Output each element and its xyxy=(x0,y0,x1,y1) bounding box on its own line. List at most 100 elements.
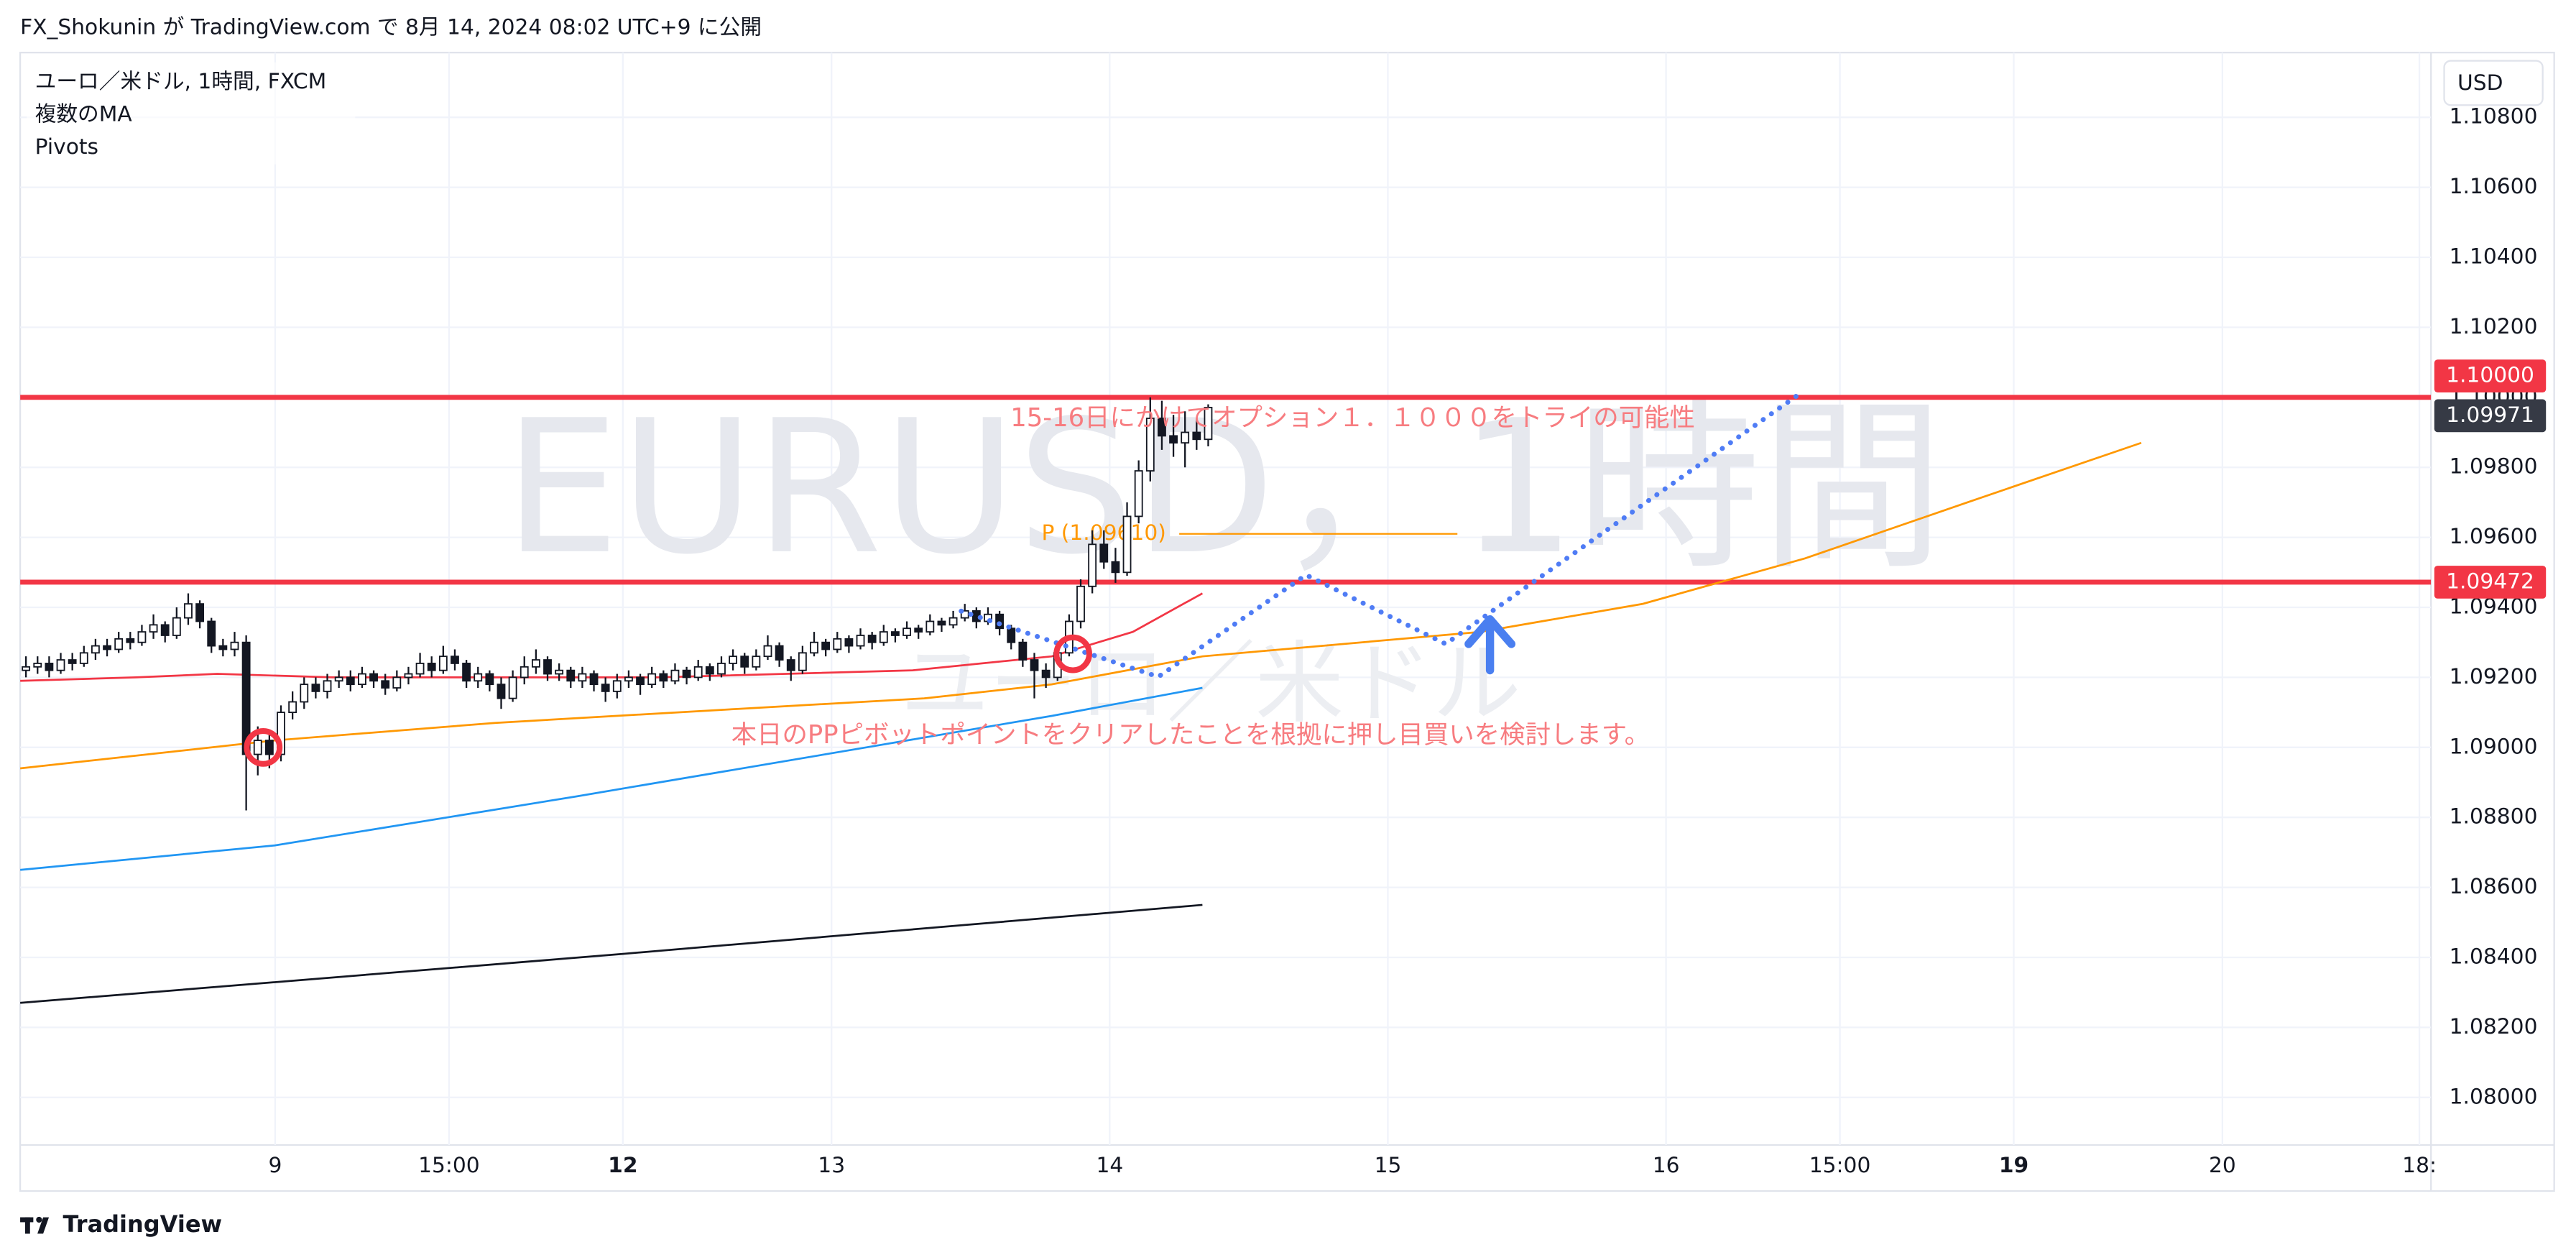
candle-body xyxy=(1145,418,1155,472)
y-tick-label: 1.08400 xyxy=(2450,944,2538,969)
annotation: 本日のPPピボットポイントをクリアしたことを根拠に押し目買いを検討します。 xyxy=(731,720,1650,750)
level-label: 1.09472 xyxy=(2446,569,2534,594)
y-tick-label: 1.10400 xyxy=(2450,244,2538,270)
candle-body xyxy=(752,656,761,668)
candle-body xyxy=(358,673,366,686)
x-tick-label: 20 xyxy=(2209,1153,2236,1178)
candle-body xyxy=(172,617,181,636)
candle-body xyxy=(670,669,680,682)
candle-body xyxy=(218,645,228,650)
x-tick-label: 9 xyxy=(268,1153,282,1178)
candle-body xyxy=(311,684,320,692)
y-tick-label: 1.09000 xyxy=(2450,734,2538,759)
dotted-projection xyxy=(959,388,1806,680)
candle-body xyxy=(891,631,900,636)
candle-body xyxy=(438,656,448,671)
candle-body xyxy=(821,641,831,650)
x-tick-label: 19 xyxy=(1999,1153,2028,1178)
candle-body xyxy=(636,676,645,686)
x-tick-label: 18: xyxy=(2402,1153,2437,1178)
annotation: 15-16日にかけてオプション１．１０００をトライの可能性 xyxy=(1010,403,1695,433)
candle-body xyxy=(1181,431,1190,444)
candle-body xyxy=(485,673,494,686)
y-tick-label: 1.08200 xyxy=(2450,1014,2538,1039)
candle-body xyxy=(323,680,332,692)
candle-body xyxy=(729,656,738,664)
last-price-box xyxy=(2434,399,2547,433)
candle-body xyxy=(879,631,888,643)
candle-body xyxy=(925,620,935,633)
candle-body xyxy=(1122,515,1132,574)
symbol-legend: ユーロ／米ドル, 1時間, FXCM xyxy=(35,69,327,94)
candle-body xyxy=(508,676,517,699)
currency-button[interactable] xyxy=(2443,60,2544,106)
candle-body xyxy=(717,663,726,675)
candle-body xyxy=(867,635,877,643)
y-tick-label: 1.08600 xyxy=(2450,874,2538,899)
candle-body xyxy=(775,645,784,661)
candle-body xyxy=(392,676,402,689)
candle-body xyxy=(346,676,355,686)
candle-body xyxy=(474,673,483,682)
candle-body xyxy=(763,645,772,658)
candle-body xyxy=(33,663,42,668)
candle-body xyxy=(427,663,436,671)
candle-body xyxy=(149,624,158,633)
level-box xyxy=(2434,566,2547,599)
highlight-circle xyxy=(1053,634,1092,673)
level-box xyxy=(2434,359,2547,392)
candle-body xyxy=(1076,585,1085,622)
indicator-legend: Pivots xyxy=(35,134,98,160)
candle-body xyxy=(300,684,309,703)
x-tick-label: 12 xyxy=(608,1153,637,1178)
candle-body xyxy=(68,659,77,664)
candle-body xyxy=(1158,418,1166,437)
brand-name: TradingView xyxy=(63,1210,222,1238)
candle-body xyxy=(1192,431,1201,441)
candle-body xyxy=(45,663,54,671)
candle-body xyxy=(1030,659,1039,671)
y-tick-label: 1.08800 xyxy=(2450,804,2538,829)
watermark-sub: ユーロ／米ドル xyxy=(900,633,1521,736)
candle-body xyxy=(451,656,459,664)
candle-body xyxy=(1099,543,1109,563)
candle-body xyxy=(612,680,622,692)
y-tick-label: 1.10200 xyxy=(2450,314,2538,339)
candle-body xyxy=(589,673,599,686)
candle-body xyxy=(415,663,425,675)
candle-body xyxy=(786,659,795,671)
x-tick-label: 15 xyxy=(1375,1153,1402,1178)
candle-body xyxy=(1007,627,1016,643)
highlight-circle xyxy=(244,728,283,767)
candle-body xyxy=(833,638,842,650)
candle-body xyxy=(705,666,714,675)
publish-info: FX_Shokunin が TradingView.com で 8月 14, 2… xyxy=(20,14,762,40)
watermark: EURUSD，1時間 xyxy=(504,381,1944,595)
candle-body xyxy=(288,701,297,714)
candle-body xyxy=(810,641,818,654)
candle-body xyxy=(682,669,691,679)
currency-label[interactable]: USD xyxy=(2457,70,2503,96)
candle-body xyxy=(856,635,865,647)
candle-body xyxy=(578,673,587,682)
ma-line xyxy=(20,686,1203,871)
candle-body xyxy=(160,624,170,636)
candle-body xyxy=(555,669,564,675)
candle-body xyxy=(381,680,390,689)
level-label: 1.10000 xyxy=(2446,363,2534,388)
up-arrow xyxy=(1464,615,1516,675)
x-tick-label: 16 xyxy=(1653,1153,1680,1178)
candle-body xyxy=(531,659,540,668)
candle-body xyxy=(601,684,610,692)
candle-body xyxy=(1111,561,1120,574)
candle-body xyxy=(1018,641,1028,661)
candle-body xyxy=(659,673,668,682)
axes: 1.08000 1.08200 1.08400 1.08600 1.08800 1.090… xyxy=(268,104,2547,1178)
last-price-label: 1.09971 xyxy=(2446,403,2534,428)
chart-frame xyxy=(19,51,2555,1192)
candle-body xyxy=(22,666,31,671)
brand-logo xyxy=(20,1216,50,1234)
candle-body xyxy=(1041,669,1051,679)
y-tick-label: 1.08000 xyxy=(2450,1084,2538,1109)
